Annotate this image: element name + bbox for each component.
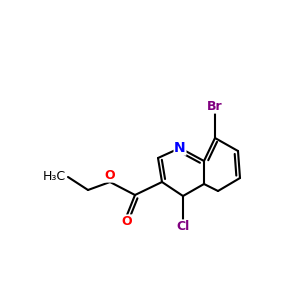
Text: H₃C: H₃C — [43, 170, 66, 184]
Text: O: O — [122, 215, 132, 228]
Text: N: N — [174, 141, 186, 155]
Text: Br: Br — [207, 100, 223, 113]
Text: Cl: Cl — [176, 220, 190, 233]
Text: O: O — [105, 169, 115, 182]
